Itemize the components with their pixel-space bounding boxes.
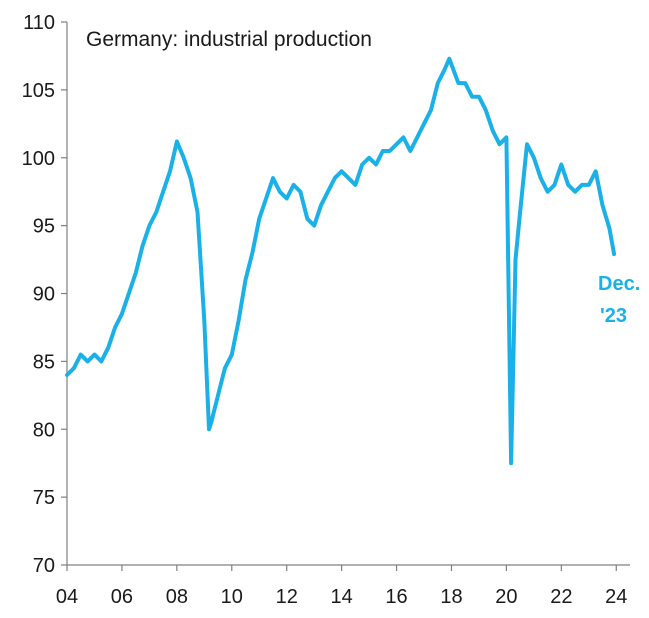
y-tick-label: 100 [22, 148, 55, 170]
chart-title: Germany: industrial production [86, 28, 372, 51]
x-tick-label: 12 [276, 586, 298, 608]
x-tick-label: 08 [166, 586, 188, 608]
x-tick-label: 10 [221, 586, 243, 608]
x-tick-label: 20 [495, 586, 517, 608]
y-tick-label: 90 [33, 284, 55, 306]
annotation-year: '23 [600, 305, 627, 327]
series-line-industrial-production [65, 56, 617, 466]
x-tick-label: 06 [111, 586, 133, 608]
y-tick-label: 70 [33, 555, 55, 577]
y-tick-label: 85 [33, 351, 55, 373]
x-tick-label: 16 [385, 586, 407, 608]
x-axis: 04 06 08 10 12 14 16 18 20 22 24 [56, 564, 630, 608]
x-tick-label: 22 [550, 586, 572, 608]
y-tick-label: 75 [33, 487, 55, 509]
x-tick-label: 18 [440, 586, 462, 608]
y-tick-label: 110 [23, 12, 55, 34]
x-tick-label: 14 [331, 586, 353, 608]
annotation-dec: Dec. [598, 273, 640, 295]
y-tick-label: 80 [33, 419, 55, 441]
x-tick-label: 04 [56, 586, 78, 608]
y-tick-label: 105 [22, 80, 55, 102]
y-tick-label: 95 [33, 216, 55, 238]
y-axis: 70 75 80 85 90 95 100 105 110 [22, 12, 68, 577]
x-tick-label: 24 [605, 586, 627, 608]
